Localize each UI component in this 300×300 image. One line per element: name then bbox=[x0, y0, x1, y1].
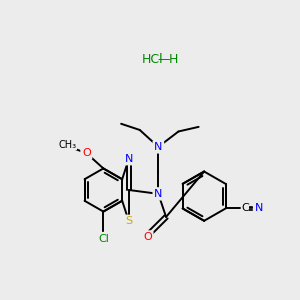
Text: HCl: HCl bbox=[141, 52, 163, 66]
Text: H: H bbox=[169, 52, 178, 66]
Text: O: O bbox=[82, 148, 91, 158]
Text: C: C bbox=[241, 203, 249, 214]
Text: Cl: Cl bbox=[98, 233, 109, 244]
Text: N: N bbox=[154, 189, 163, 199]
Text: CH₃: CH₃ bbox=[59, 140, 77, 150]
Text: N: N bbox=[154, 142, 163, 152]
Text: N: N bbox=[255, 203, 263, 214]
Text: O: O bbox=[143, 232, 152, 242]
Text: N: N bbox=[125, 154, 133, 164]
Text: S: S bbox=[125, 216, 132, 226]
Text: —: — bbox=[158, 52, 170, 66]
